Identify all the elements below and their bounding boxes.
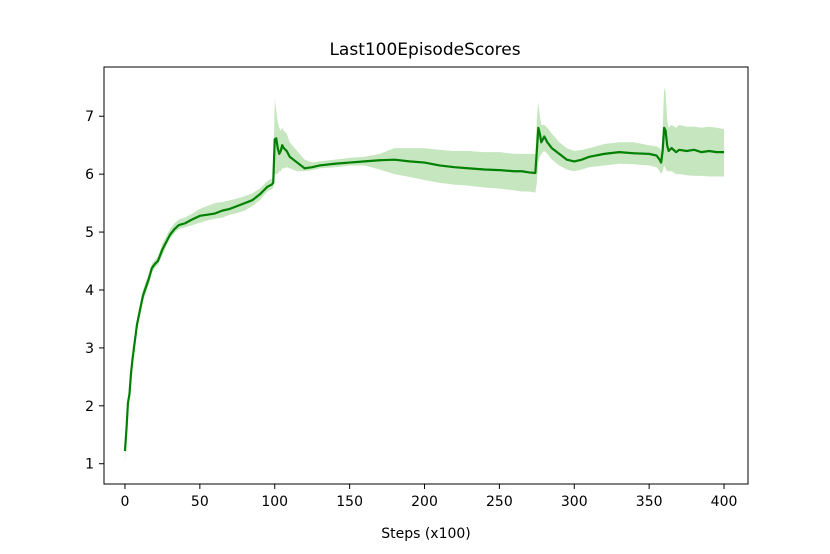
x-tick-label: 100	[261, 494, 288, 510]
y-tick-label: 4	[85, 283, 94, 299]
y-axis-ticks: 1 2 3 4 5 6 7	[85, 109, 104, 473]
chart-title: Last100EpisodeScores	[329, 40, 520, 60]
x-tick-label: 300	[561, 494, 588, 510]
y-tick-label: 5	[85, 225, 94, 241]
x-tick-label: 350	[636, 494, 663, 510]
x-tick-label: 150	[336, 494, 363, 510]
series-line	[123, 126, 725, 452]
x-tick-label: 0	[121, 494, 130, 510]
x-tick-label: 400	[711, 494, 738, 510]
x-tick-label: 50	[191, 494, 209, 510]
x-axis-label: Steps (x100)	[381, 526, 471, 542]
x-tick-label: 200	[411, 494, 438, 510]
x-tick-label: 250	[486, 494, 513, 510]
y-tick-label: 2	[85, 399, 94, 415]
x-axis-ticks: 0 50 100 150 200 250 300 350 400	[121, 484, 738, 510]
y-tick-label: 1	[85, 457, 94, 473]
y-tick-label: 6	[85, 167, 94, 183]
y-tick-label: 3	[85, 341, 94, 357]
y-tick-label: 7	[85, 109, 94, 125]
plot-frame	[103, 66, 749, 485]
